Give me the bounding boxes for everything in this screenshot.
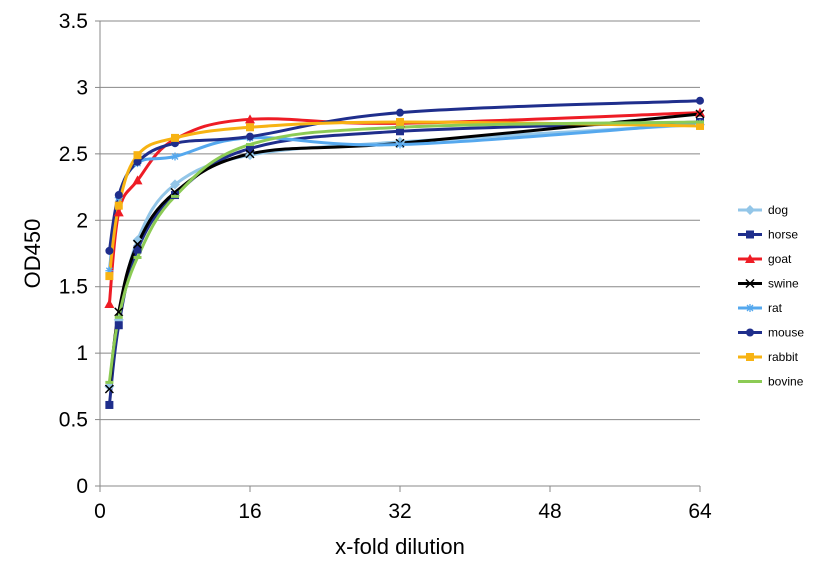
data-point-bovine [396,125,404,129]
legend-label-mouse: mouse [768,326,804,340]
legend-label-rabbit: rabbit [768,350,799,364]
data-point-bovine [114,315,123,319]
legend-marker-horse [746,230,754,239]
data-point-rabbit [114,201,123,210]
legend-marker-swine [745,278,755,289]
legend-label-goat: goat [768,252,792,266]
data-point-mouse [696,96,704,105]
x-tick-labels: 0 16 32 48 64 [94,500,712,523]
data-point-rabbit [171,133,179,142]
series-line-bovine [107,120,702,384]
data-point-horse [114,321,123,330]
data-point-swine [132,239,143,249]
legend: dog horse goat swine rat mouse rabbit bovine [738,203,804,389]
gridlines [100,20,700,421]
data-point-mouse [114,191,123,200]
data-point-rabbit [133,151,142,160]
series-line-mouse [107,99,702,253]
data-point-rat [171,152,179,161]
data-point-rabbit [696,121,704,130]
series-line-dog [107,123,702,388]
y-tick-label: 1 [76,342,88,365]
x-tick-label: 0 [94,500,106,523]
axes [95,20,701,492]
x-tick-label: 32 [388,500,411,523]
series-line-rat [107,121,702,273]
legend-marker-goat [745,254,755,263]
data-point-swine [695,109,705,119]
data-point-rat [105,266,114,275]
y-tick-label: 2.5 [59,143,88,166]
y-tick-label: 3.5 [59,10,88,33]
legend-label-swine: swine [768,277,799,291]
legend-marker-bovine [746,380,754,383]
data-point-rabbit [246,123,254,132]
data-point-mouse [396,108,404,117]
data-point-goat [245,114,255,124]
legend-item-horse: horse [738,228,798,242]
x-tick-label: 64 [688,500,712,523]
series-line-swine [107,112,702,391]
data-point-bovine [696,120,704,124]
y-tick-label: 0.5 [59,409,88,432]
data-point-mouse [246,132,254,141]
data-point-rat [396,140,404,149]
y-tick-label: 3 [76,76,88,99]
legend-item-goat: goat [738,252,792,266]
legend-marker-dog [745,205,755,215]
y-tick-labels: 0 0.5 1 1.5 2 2.5 3 3.5 [59,10,88,498]
data-point-horse [396,127,404,136]
legend-marker-rabbit [746,353,754,361]
y-axis-title: OD450 [20,219,45,289]
legend-marker-rat [746,304,754,312]
x-tick-label: 48 [538,500,561,523]
data-point-horse [246,144,254,153]
series-line-horse [107,120,702,407]
data-point-rabbit [105,272,114,281]
legend-item-rat: rat [738,301,783,315]
data-point-goat [113,207,124,217]
data-point-goat [104,298,115,308]
y-tick-label: 2 [76,209,88,232]
data-point-dog [170,179,180,190]
data-point-swine [114,307,124,317]
legend-label-dog: dog [768,203,788,217]
data-point-bovine [171,194,179,198]
legend-item-swine: swine [738,277,799,291]
y-tick-label: 1.5 [59,276,88,299]
legend-label-bovine: bovine [768,375,804,389]
y-tick-label: 0 [76,475,88,498]
legend-item-mouse: mouse [738,326,804,340]
legend-item-bovine: bovine [738,375,804,389]
legend-item-dog: dog [738,203,788,217]
data-point-bovine [246,143,254,147]
data-point-horse [105,400,114,409]
data-point-dog [245,150,255,161]
data-point-horse [133,245,142,254]
data-point-mouse [105,246,114,255]
legend-item-rabbit: rabbit [738,350,799,364]
legend-marker-mouse [746,328,754,337]
series-lines [107,99,702,407]
data-point-bovine [133,255,142,259]
data-point-swine [245,149,255,159]
series-markers [104,96,705,409]
data-point-bovine [105,380,114,384]
x-tick-label: 16 [238,500,261,523]
legend-label-horse: horse [768,228,798,242]
x-axis-title: x-fold dilution [335,534,465,559]
data-point-rabbit [396,117,404,126]
legend-label-rat: rat [768,301,783,315]
data-point-goat [132,175,143,185]
data-point-swine [104,384,114,394]
data-point-mouse [133,157,142,166]
data-point-goat [695,107,705,117]
